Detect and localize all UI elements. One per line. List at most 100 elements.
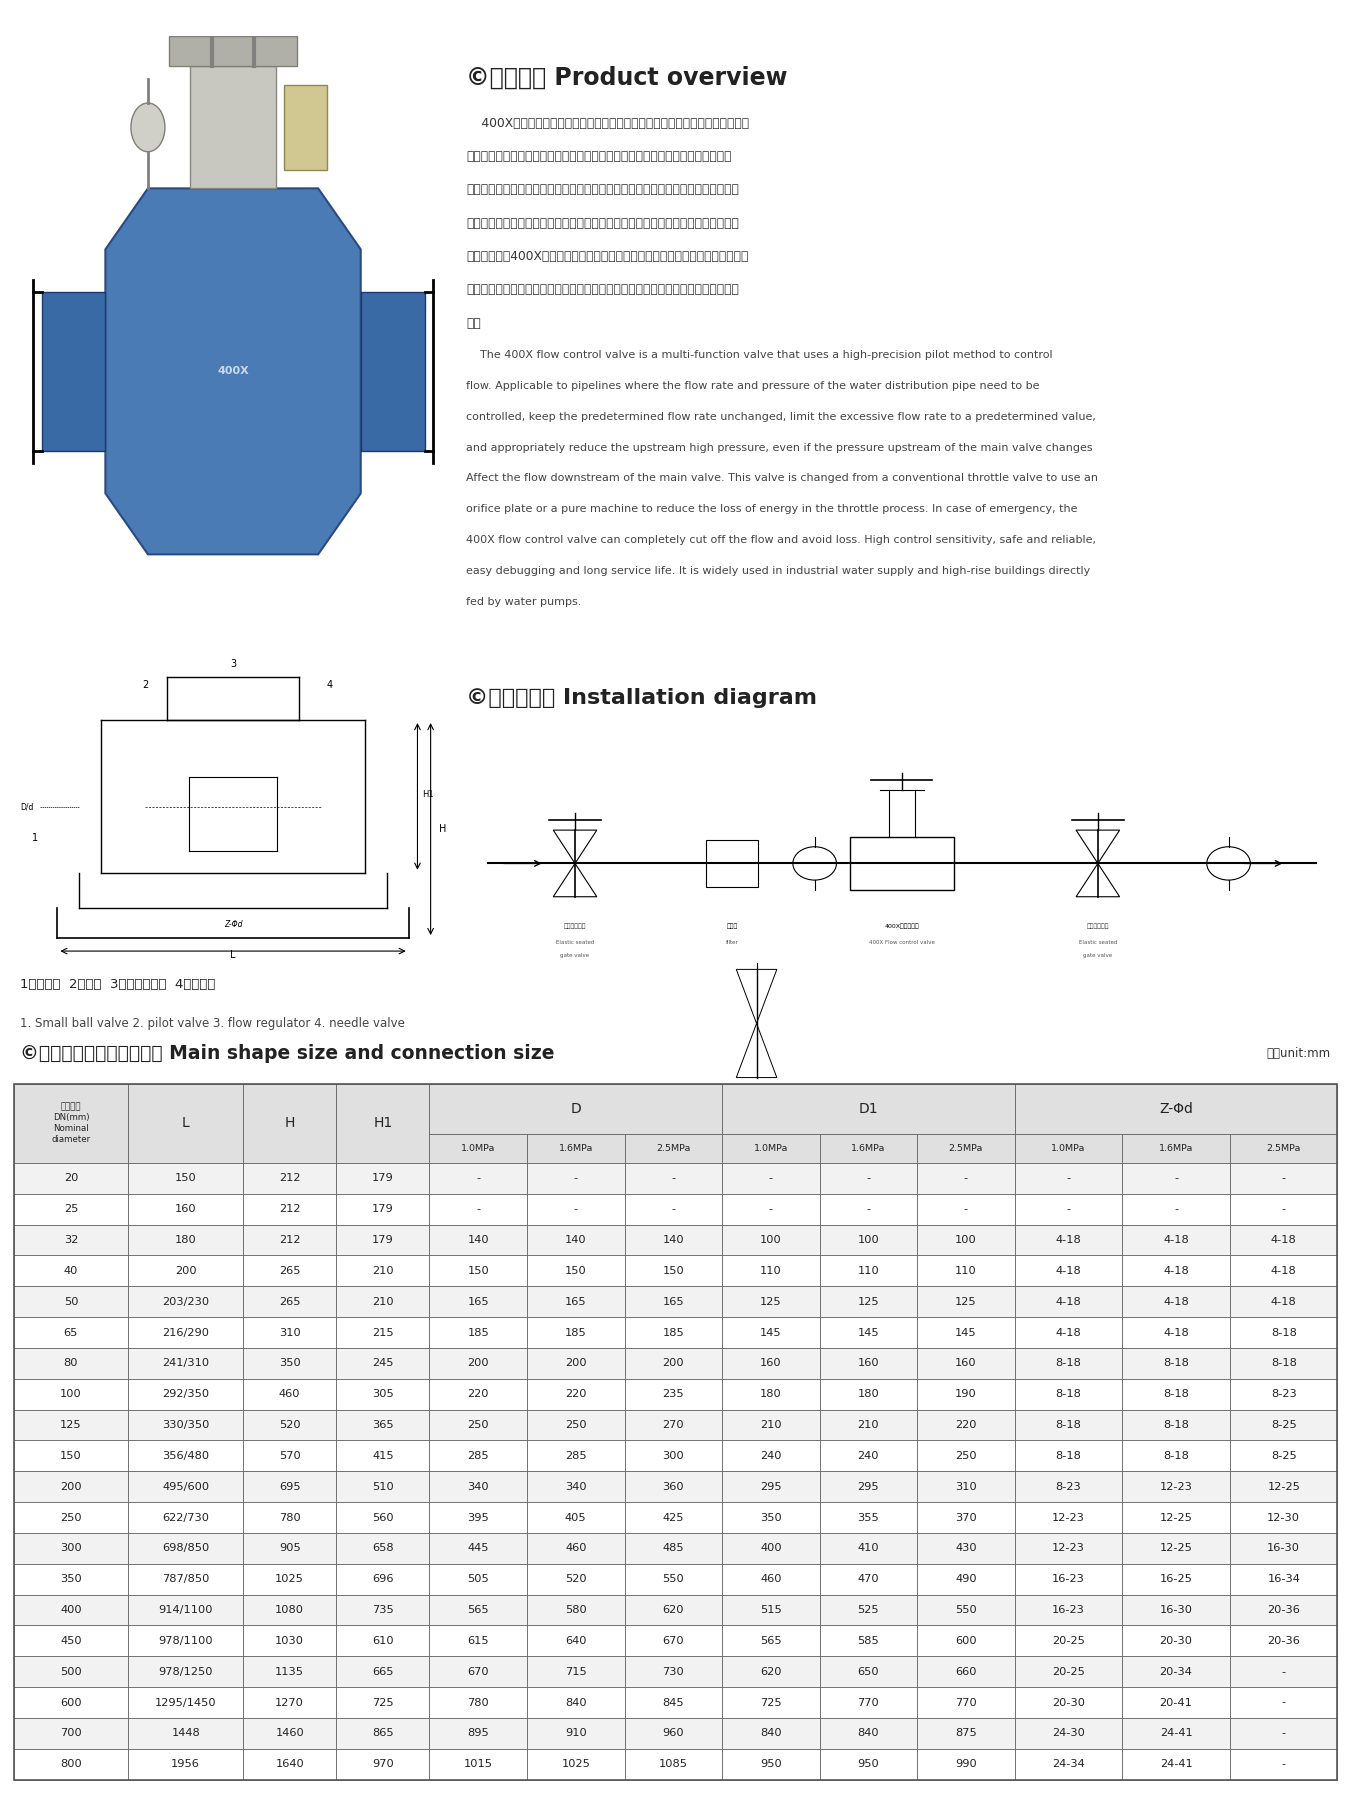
- Bar: [430, 1625, 527, 1656]
- Text: 185: 185: [467, 1328, 489, 1338]
- Bar: [1015, 1163, 1123, 1193]
- Text: 670: 670: [467, 1667, 489, 1677]
- Text: 2: 2: [142, 680, 149, 691]
- Text: 4-18: 4-18: [1163, 1267, 1189, 1276]
- Bar: [128, 1193, 243, 1225]
- Bar: [723, 1256, 820, 1286]
- Bar: [1229, 1595, 1337, 1625]
- Bar: [1015, 1225, 1123, 1256]
- Text: 460: 460: [761, 1573, 782, 1584]
- Text: 100: 100: [761, 1234, 782, 1245]
- Text: H1: H1: [422, 789, 434, 798]
- Bar: [336, 1084, 430, 1163]
- Bar: [1123, 1441, 1229, 1471]
- Bar: [624, 1719, 723, 1749]
- Text: 240: 240: [761, 1451, 782, 1460]
- Text: 550: 550: [662, 1573, 684, 1584]
- Text: 235: 235: [662, 1389, 684, 1399]
- Bar: [1229, 1256, 1337, 1286]
- Bar: [336, 1256, 430, 1286]
- Bar: [14, 1225, 128, 1256]
- Text: 12-25: 12-25: [1267, 1482, 1300, 1491]
- Polygon shape: [169, 36, 297, 66]
- Bar: [1229, 1347, 1337, 1380]
- Bar: [430, 1084, 723, 1134]
- Text: 8-25: 8-25: [1271, 1451, 1297, 1460]
- Bar: [430, 1256, 527, 1286]
- Text: 330/350: 330/350: [162, 1421, 209, 1430]
- Text: orifice plate or a pure machine to reduce the loss of energy in the throttle pro: orifice plate or a pure machine to reduc…: [466, 504, 1078, 515]
- Text: 730: 730: [662, 1667, 684, 1677]
- Bar: [527, 1656, 624, 1686]
- Text: 310: 310: [278, 1328, 300, 1338]
- Text: 585: 585: [858, 1636, 880, 1645]
- Text: 8-18: 8-18: [1271, 1358, 1297, 1369]
- Text: 8-18: 8-18: [1271, 1328, 1297, 1338]
- Text: 8-23: 8-23: [1271, 1389, 1297, 1399]
- Bar: [1123, 1163, 1229, 1193]
- Text: 905: 905: [278, 1543, 300, 1554]
- Text: 50: 50: [63, 1297, 78, 1306]
- Bar: [527, 1410, 624, 1441]
- Bar: [14, 1380, 128, 1410]
- Text: L: L: [182, 1116, 189, 1130]
- Text: 12-23: 12-23: [1052, 1543, 1085, 1554]
- Bar: [243, 1347, 336, 1380]
- Text: 210: 210: [372, 1297, 393, 1306]
- Bar: [1015, 1595, 1123, 1625]
- Text: Z-Φd: Z-Φd: [1159, 1102, 1193, 1116]
- Bar: [1123, 1134, 1229, 1163]
- Text: 定值，并将上游高压适当地减压，即使主阀上游的压力发生变化，也不会影响主阀下: 定值，并将上游高压适当地减压，即使主阀上游的压力发生变化，也不会影响主阀下: [466, 183, 739, 196]
- Text: H1: H1: [373, 1116, 393, 1130]
- Bar: [14, 1441, 128, 1471]
- Bar: [820, 1441, 917, 1471]
- Bar: [336, 1286, 430, 1317]
- Bar: [527, 1256, 624, 1286]
- Text: 8-25: 8-25: [1271, 1421, 1297, 1430]
- Bar: [917, 1656, 1015, 1686]
- Text: 400X flow control valve can completely cut off the flow and avoid loss. High con: 400X flow control valve can completely c…: [466, 535, 1096, 545]
- Text: 20-34: 20-34: [1159, 1667, 1193, 1677]
- Bar: [527, 1471, 624, 1502]
- Text: 20: 20: [63, 1173, 78, 1184]
- Bar: [14, 1595, 128, 1625]
- Bar: [527, 1532, 624, 1564]
- Text: 610: 610: [372, 1636, 393, 1645]
- Bar: [917, 1225, 1015, 1256]
- Bar: [1229, 1410, 1337, 1441]
- Text: 180: 180: [858, 1389, 880, 1399]
- Text: 1640: 1640: [276, 1760, 304, 1769]
- Bar: [527, 1380, 624, 1410]
- Bar: [527, 1686, 624, 1719]
- Bar: [243, 1532, 336, 1564]
- Text: ©产品概述 Product overview: ©产品概述 Product overview: [466, 66, 788, 90]
- Text: 8-18: 8-18: [1055, 1358, 1081, 1369]
- Text: -: -: [1174, 1204, 1178, 1215]
- Bar: [1015, 1286, 1123, 1317]
- Text: 180: 180: [174, 1234, 196, 1245]
- Bar: [1229, 1656, 1337, 1686]
- Text: 150: 150: [467, 1267, 489, 1276]
- Bar: [723, 1225, 820, 1256]
- Text: 160: 160: [858, 1358, 880, 1369]
- Text: 787/850: 787/850: [162, 1573, 209, 1584]
- Bar: [430, 1564, 527, 1595]
- Bar: [1229, 1134, 1337, 1163]
- Text: 12-23: 12-23: [1052, 1512, 1085, 1523]
- Text: 24-41: 24-41: [1159, 1760, 1193, 1769]
- Text: 185: 185: [662, 1328, 684, 1338]
- Bar: [14, 1347, 128, 1380]
- Bar: [243, 1719, 336, 1749]
- Bar: [624, 1749, 723, 1780]
- Text: 2.5MPa: 2.5MPa: [1266, 1145, 1301, 1154]
- Bar: [336, 1225, 430, 1256]
- Text: Z-Φd: Z-Φd: [224, 920, 242, 929]
- Bar: [820, 1719, 917, 1749]
- Bar: [128, 1163, 243, 1193]
- Text: 16-30: 16-30: [1159, 1606, 1193, 1615]
- Bar: [1123, 1625, 1229, 1656]
- Text: 978/1100: 978/1100: [158, 1636, 213, 1645]
- Text: 285: 285: [565, 1451, 586, 1460]
- Bar: [14, 1686, 128, 1719]
- Bar: [723, 1380, 820, 1410]
